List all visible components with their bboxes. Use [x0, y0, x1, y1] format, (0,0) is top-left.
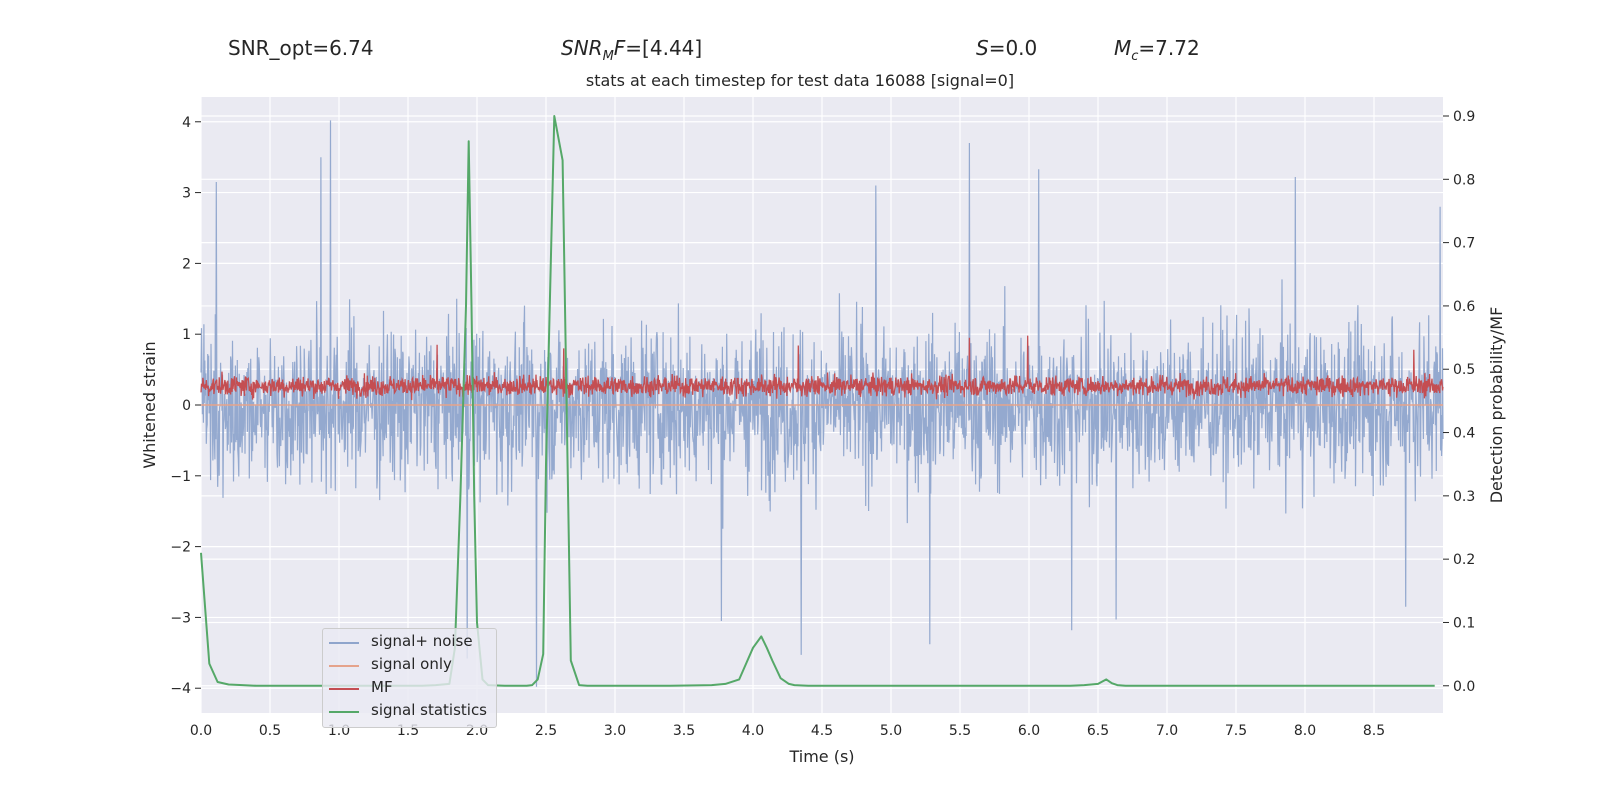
- legend-swatch-signal-statistics: [329, 711, 359, 713]
- snr-opt-label: SNR_opt=6.74: [228, 36, 374, 60]
- y-right-tick-label: 0.9: [1453, 109, 1475, 125]
- y-right-tick-label: 0.3: [1453, 489, 1475, 505]
- line-mf: [200, 335, 1444, 401]
- y-right-tick-label: 0.5: [1453, 362, 1475, 378]
- snr-mf-label: SNRMF=[4.44]: [561, 36, 703, 64]
- x-tick-label: 0.5: [259, 723, 281, 739]
- x-tick-label: 5.5: [949, 723, 971, 739]
- y-tick-label: −3: [170, 610, 191, 626]
- y-tick-label: 0: [182, 398, 191, 414]
- legend: signal+ noise signal only MF signal stat…: [322, 628, 497, 728]
- y-tick-label: 3: [182, 186, 191, 202]
- x-tick-label: 7.5: [1225, 723, 1247, 739]
- x-tick-label: 7.0: [1156, 723, 1178, 739]
- x-axis-label: Time (s): [788, 747, 854, 766]
- x-tick-label: 8.5: [1363, 723, 1385, 739]
- x-tick-label: 4.0: [742, 723, 764, 739]
- legend-swatch-signal-only: [329, 665, 359, 667]
- y-right-tick-label: 0.2: [1453, 552, 1475, 568]
- legend-swatch-mf: [329, 688, 359, 690]
- legend-swatch-signal-noise: [329, 642, 359, 644]
- s-label: S=0.0: [976, 36, 1038, 60]
- y-tick-label: −2: [170, 540, 191, 556]
- grid-y: [201, 121, 1443, 689]
- legend-label-signal-only: signal only: [371, 655, 452, 673]
- y-right-tick-label: 0.7: [1453, 236, 1475, 252]
- legend-label-signal-noise: signal+ noise: [371, 632, 473, 650]
- x-tick-label: 0.0: [190, 723, 212, 739]
- legend-item-signal-only: signal only: [323, 654, 496, 676]
- x-tick-label: 6.5: [1087, 723, 1109, 739]
- y-right-tick-label: 0.6: [1453, 299, 1475, 315]
- y-tick-label: −4: [170, 681, 191, 697]
- legend-item-signal-statistics: signal statistics: [323, 700, 496, 722]
- y-right-tick-label: 0.8: [1453, 172, 1475, 188]
- x-tick-label: 3.0: [604, 723, 626, 739]
- legend-label-mf: MF: [371, 678, 393, 696]
- x-tick-label: 8.0: [1294, 723, 1316, 739]
- x-tick-label: 3.5: [673, 723, 695, 739]
- y-tick-label: −1: [170, 469, 191, 485]
- y-right-tick-label: 0.1: [1453, 615, 1475, 631]
- x-tick-label: 6.0: [1018, 723, 1040, 739]
- x-tick-label: 2.5: [535, 723, 557, 739]
- mc-label: Mc=7.72: [1114, 36, 1200, 64]
- y-axis-label: Whitened strain: [140, 341, 159, 468]
- x-ticks: 0.0 0.5 1.0 1.5 2.0 2.5 3.0 3.5 4.0 4.5 5.0 5.5 6.0 6…: [190, 723, 1385, 739]
- y-right-tick-label: 0.4: [1453, 426, 1475, 442]
- y-ticks: −4 −3 −2 −1 0 1 2 3 4: [170, 115, 201, 697]
- x-tick-label: 4.5: [811, 723, 833, 739]
- legend-label-signal-statistics: signal statistics: [371, 701, 488, 719]
- y-ticks-right: 0.0 0.1 0.2 0.3 0.4 0.5 0.6 0.7 0.8 0.9: [1443, 109, 1475, 695]
- y-tick-label: 2: [182, 256, 191, 272]
- y-axis-label-right: Detection probability/MF: [1487, 307, 1506, 504]
- chart-title: stats at each timestep for test data 160…: [585, 71, 1015, 90]
- legend-item-signal-noise: signal+ noise: [323, 631, 496, 653]
- y-right-tick-label: 0.0: [1453, 679, 1475, 695]
- legend-item-mf: MF: [323, 677, 496, 699]
- y-tick-label: 1: [182, 327, 191, 343]
- series-mf: [200, 335, 1444, 401]
- x-tick-label: 5.0: [880, 723, 902, 739]
- y-tick-label: 4: [182, 115, 191, 131]
